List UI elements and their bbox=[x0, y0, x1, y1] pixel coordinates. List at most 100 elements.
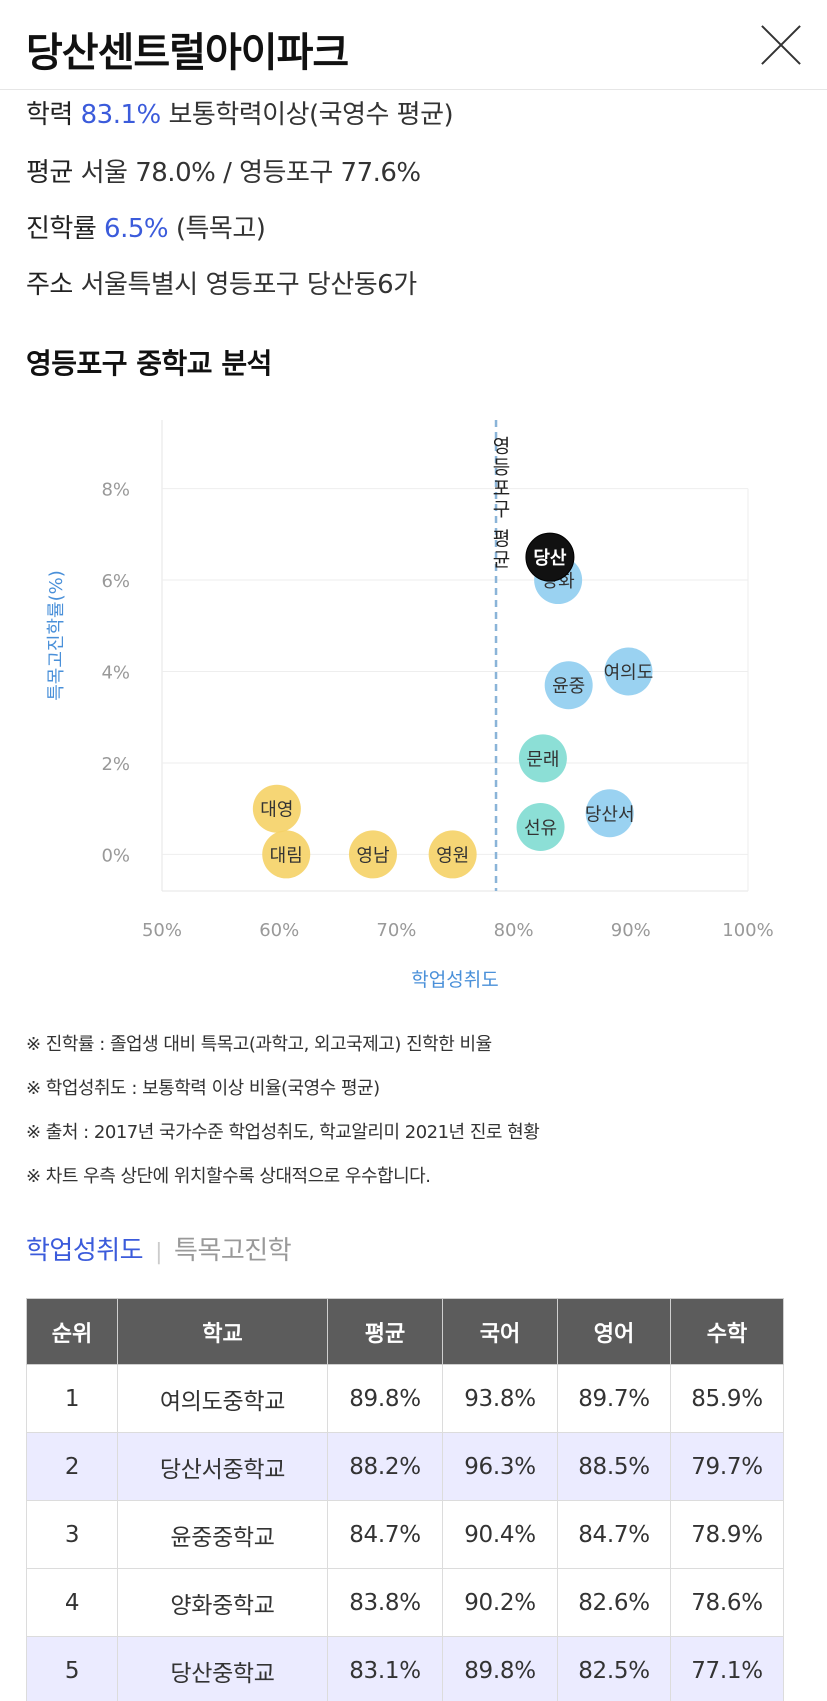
cell-rank: 2 bbox=[26, 1432, 118, 1501]
data-point bbox=[252, 784, 301, 833]
y-tick-label: 8% bbox=[101, 480, 130, 501]
data-point bbox=[348, 830, 397, 879]
data-point-label: 대영 bbox=[260, 800, 293, 821]
data-point bbox=[518, 734, 567, 783]
cell-korean: 96.3% bbox=[442, 1432, 558, 1501]
data-point bbox=[525, 532, 575, 582]
cell-school: 양화중학교 bbox=[117, 1568, 328, 1637]
cell-average: 84.7% bbox=[327, 1500, 443, 1569]
data-point-label: 영남 bbox=[356, 845, 389, 866]
cell-math: 85.9% bbox=[670, 1364, 784, 1433]
cell-average: 83.1% bbox=[327, 1636, 443, 1701]
header-korean[interactable]: 국어 bbox=[442, 1298, 558, 1365]
info-label: 평균 bbox=[26, 158, 73, 188]
data-point bbox=[544, 661, 593, 710]
x-tick-label: 90% bbox=[611, 920, 651, 941]
info-text: 서울특별시 영등포구 당산동6가 bbox=[80, 270, 418, 300]
cell-english: 89.7% bbox=[557, 1364, 671, 1433]
note-item: ※ 학업성취도 : 보통학력 이상 비율(국영수 평균) bbox=[26, 1078, 380, 1099]
cell-korean: 90.4% bbox=[442, 1500, 558, 1569]
cell-school: 당산서중학교 bbox=[117, 1432, 328, 1501]
cell-school: 당산중학교 bbox=[117, 1636, 328, 1701]
cell-korean: 90.2% bbox=[442, 1568, 558, 1637]
data-point-label: 여의도 bbox=[604, 663, 654, 684]
table-row[interactable]: 3 윤중중학교 84.7% 90.4% 84.7% 78.9% bbox=[26, 1500, 784, 1569]
close-icon[interactable] bbox=[758, 22, 804, 68]
cell-math: 79.7% bbox=[670, 1432, 784, 1501]
header-math[interactable]: 수학 bbox=[670, 1298, 784, 1365]
info-highlight: 83.1% bbox=[80, 100, 162, 130]
cell-english: 84.7% bbox=[557, 1500, 671, 1569]
cell-rank: 1 bbox=[26, 1364, 118, 1433]
cell-english: 88.5% bbox=[557, 1432, 671, 1501]
cell-english: 82.6% bbox=[557, 1568, 671, 1637]
info-text: 보통학력이상(국영수 평균) bbox=[168, 100, 454, 130]
header-english[interactable]: 영어 bbox=[557, 1298, 671, 1365]
info-row-academic: 학력 83.1% 보통학력이상(국영수 평균) bbox=[26, 94, 454, 131]
info-text: (특목고) bbox=[175, 214, 266, 244]
note-item: ※ 차트 우측 상단에 위치할수록 상대적으로 우수합니다. bbox=[26, 1166, 431, 1187]
cell-average: 83.8% bbox=[327, 1568, 443, 1637]
note-item: ※ 출처 : 2017년 국가수준 학업성취도, 학교알리미 2021년 진로 … bbox=[26, 1122, 540, 1143]
cell-math: 78.9% bbox=[670, 1500, 784, 1569]
data-point bbox=[516, 802, 565, 851]
x-tick-label: 60% bbox=[259, 920, 299, 941]
cell-average: 88.2% bbox=[327, 1432, 443, 1501]
info-row-advancement: 진학률 6.5% (특목고) bbox=[26, 208, 266, 245]
data-point-label: 선유 bbox=[524, 818, 557, 839]
reference-line-label: 영등포구 평균 bbox=[489, 436, 511, 570]
header-average[interactable]: 평균 bbox=[327, 1298, 443, 1365]
scatter-chart: 0% 2% 4% 6% 8% 50% 60% 70% 80% 90% 100% 학업성취도 특목고진학률… bbox=[46, 420, 774, 991]
cell-english: 82.5% bbox=[557, 1636, 671, 1701]
section-title: 영등포구 중학교 분석 bbox=[26, 347, 272, 380]
info-label: 진학률 bbox=[26, 214, 97, 244]
page-title: 당산센트럴아이파크 bbox=[26, 30, 349, 76]
note-item: ※ 진학률 : 졸업생 대비 특목고(과학고, 외고국제고) 진학한 비율 bbox=[26, 1034, 492, 1055]
info-row-address: 주소 서울특별시 영등포구 당산동6가 bbox=[26, 264, 417, 301]
cell-school: 여의도중학교 bbox=[117, 1364, 328, 1433]
header-rank[interactable]: 순위 bbox=[26, 1298, 118, 1365]
cell-korean: 93.8% bbox=[442, 1364, 558, 1433]
x-axis-label: 학업성취도 bbox=[411, 969, 498, 991]
x-tick-label: 70% bbox=[376, 920, 416, 941]
cell-korean: 89.8% bbox=[442, 1636, 558, 1701]
tab-bar: 학업성취도 | 특목고진학 bbox=[26, 1230, 292, 1267]
data-point-label: 당산 bbox=[533, 548, 567, 569]
x-tick-label: 80% bbox=[494, 920, 534, 941]
data-point-label: 문래 bbox=[526, 749, 559, 770]
cell-school: 윤중중학교 bbox=[117, 1500, 328, 1569]
data-point-label: 영원 bbox=[436, 845, 469, 866]
tab-academic[interactable]: 학업성취도 bbox=[26, 1236, 144, 1266]
table-row[interactable]: 2 당산서중학교 88.2% 96.3% 88.5% 79.7% bbox=[26, 1432, 784, 1501]
cell-math: 77.1% bbox=[670, 1636, 784, 1701]
cell-rank: 5 bbox=[26, 1636, 118, 1701]
ranking-table: 순위 학교 평균 국어 영어 수학 1 여의도중학교 89.8% 93.8% 8… bbox=[26, 1298, 784, 1701]
header: 당산센트럴아이파크 bbox=[0, 0, 827, 90]
data-point bbox=[604, 647, 653, 696]
y-tick-label: 4% bbox=[101, 663, 130, 684]
tab-separator: | bbox=[155, 1240, 163, 1265]
data-point-label: 윤중 bbox=[552, 676, 585, 697]
info-text: 서울 78.0% / 영등포구 77.6% bbox=[80, 158, 422, 188]
x-tick-label: 100% bbox=[722, 920, 773, 941]
y-tick-label: 6% bbox=[101, 571, 130, 592]
header-school[interactable]: 학교 bbox=[117, 1298, 328, 1365]
y-tick-label: 2% bbox=[101, 754, 130, 775]
info-highlight: 6.5% bbox=[104, 214, 169, 244]
x-tick-label: 50% bbox=[142, 920, 182, 941]
cell-average: 89.8% bbox=[327, 1364, 443, 1433]
y-axis-label: 특목고진학률(%) bbox=[46, 570, 67, 701]
tab-special-school[interactable]: 특목고진학 bbox=[174, 1236, 292, 1266]
cell-rank: 3 bbox=[26, 1500, 118, 1569]
table-row[interactable]: 5 당산중학교 83.1% 89.8% 82.5% 77.1% bbox=[26, 1636, 784, 1701]
y-tick-label: 0% bbox=[101, 845, 130, 866]
table-header-row: 순위 학교 평균 국어 영어 수학 bbox=[26, 1298, 784, 1365]
cell-math: 78.6% bbox=[670, 1568, 784, 1637]
table-row[interactable]: 1 여의도중학교 89.8% 93.8% 89.7% 85.9% bbox=[26, 1364, 784, 1433]
info-row-average: 평균 서울 78.0% / 영등포구 77.6% bbox=[26, 152, 421, 189]
table-row[interactable]: 4 양화중학교 83.8% 90.2% 82.6% 78.6% bbox=[26, 1568, 784, 1637]
info-label: 학력 bbox=[26, 100, 73, 130]
data-point bbox=[262, 830, 311, 879]
data-point-label: 대림 bbox=[270, 845, 303, 866]
data-point bbox=[585, 789, 634, 838]
